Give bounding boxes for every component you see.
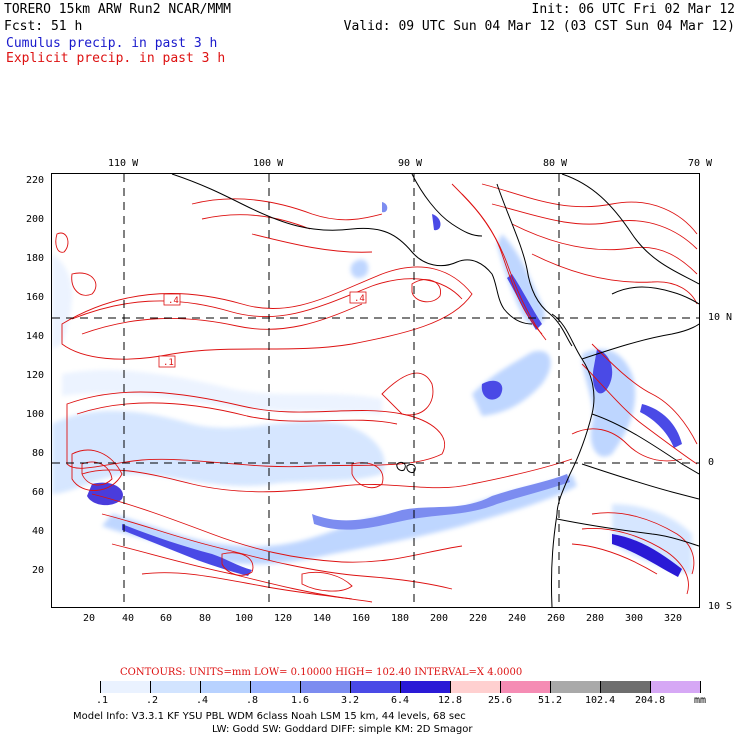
x-grid-label: 240 — [508, 613, 527, 624]
x-grid-label: 160 — [352, 613, 371, 624]
colorbar-cell — [151, 681, 201, 693]
cumulus-shading — [52, 234, 692, 574]
explicit-contours — [55, 183, 698, 603]
x-grid-label: 120 — [274, 613, 293, 624]
colorbar-cell — [101, 681, 151, 693]
colorbar-label: .2 — [146, 695, 159, 706]
init-time: Init: 06 UTC Fri 02 Mar 12 — [531, 2, 736, 17]
lat-lon-grid — [52, 174, 699, 607]
contours-info: CONTOURS: UNITS=mm LOW= 0.10000 HIGH= 10… — [120, 667, 523, 678]
coastlines — [171, 174, 699, 607]
y-grid-label: 120 — [26, 370, 45, 381]
y-grid-label: 140 — [26, 331, 45, 342]
lon-label: 90 W — [398, 158, 423, 169]
x-grid-label: 260 — [547, 613, 566, 624]
colorbar-label: 12.8 — [438, 695, 463, 706]
colorbar-cell — [451, 681, 501, 693]
valid-time: Valid: 09 UTC Sun 04 Mar 12 (03 CST Sun … — [343, 19, 735, 34]
model-title: TORERO 15km ARW Run2 NCAR/MMM — [4, 2, 231, 17]
y-grid-label: 220 — [26, 175, 45, 186]
colorbar-label: 25.6 — [488, 695, 513, 706]
lat-label: 0 — [708, 457, 715, 468]
cumulus-cores — [87, 202, 682, 577]
contour-label: .4 — [354, 294, 365, 304]
y-grid-label: 60 — [32, 487, 45, 498]
y-grid-label: 180 — [26, 253, 45, 264]
colorbar-cell — [501, 681, 551, 693]
colorbar-cell — [651, 681, 700, 693]
lon-label: 110 W — [108, 158, 139, 169]
x-grid-label: 140 — [313, 613, 332, 624]
colorbar-label: .1 — [96, 695, 109, 706]
lon-label: 80 W — [543, 158, 568, 169]
x-grid-label: 220 — [469, 613, 488, 624]
colorbar-label: .4 — [196, 695, 209, 706]
lon-label: 70 W — [688, 158, 713, 169]
colorbar-label: 102.4 — [585, 695, 616, 706]
x-grid-label: 280 — [586, 613, 605, 624]
colorbar-label: 3.2 — [341, 695, 360, 706]
x-grid-label: 100 — [235, 613, 254, 624]
y-grid-label: 80 — [32, 448, 45, 459]
x-grid-label: 60 — [160, 613, 173, 624]
colorbar-cell — [551, 681, 601, 693]
colorbar-label: .8 — [246, 695, 259, 706]
lat-label: 10 S — [708, 601, 733, 612]
colorbar-cell — [201, 681, 251, 693]
colorbar-cell — [51, 681, 101, 693]
y-grid-label: 200 — [26, 214, 45, 225]
colorbar-label: 51.2 — [538, 695, 563, 706]
x-grid-label: 180 — [391, 613, 410, 624]
x-grid-label: 300 — [625, 613, 644, 624]
y-grid-label: 160 — [26, 292, 45, 303]
contour-label: .4 — [168, 296, 179, 306]
field-cumulus: Cumulus precip. in past 3 h — [6, 36, 218, 51]
precip-map: .4 .4 .1 — [51, 173, 700, 608]
x-grid-label: 80 — [199, 613, 212, 624]
colorbar-label: 1.6 — [291, 695, 310, 706]
y-grid-label: 40 — [32, 526, 45, 537]
colorbar-label: 6.4 — [391, 695, 410, 706]
forecast-hour: Fcst: 51 h — [4, 19, 83, 34]
colorbar-cell — [251, 681, 301, 693]
x-grid-label: 20 — [83, 613, 96, 624]
contour-label: .1 — [163, 358, 174, 368]
model-physics: LW: Godd SW: Goddard DIFF: simple KM: 2D… — [212, 724, 473, 735]
colorbar-label: 204.8 — [635, 695, 666, 706]
y-grid-label: 100 — [26, 409, 45, 420]
contour-labels: .4 .4 .1 — [158, 291, 367, 368]
lat-label: 10 N — [708, 312, 733, 323]
x-grid-label: 200 — [430, 613, 449, 624]
y-grid-label: 20 — [32, 565, 45, 576]
colorbar-cell — [351, 681, 401, 693]
colorbar-cell — [301, 681, 351, 693]
colorbar-cell — [401, 681, 451, 693]
x-grid-label: 320 — [664, 613, 683, 624]
x-grid-label: 40 — [122, 613, 135, 624]
model-info: Model Info: V3.3.1 KF YSU PBL WDM 6class… — [73, 711, 466, 722]
field-explicit: Explicit precip. in past 3 h — [6, 51, 226, 66]
colorbar-cell — [601, 681, 651, 693]
colorbar-unit: mm — [694, 695, 707, 706]
lon-label: 100 W — [253, 158, 284, 169]
map-canvas: .4 .4 .1 — [52, 174, 699, 607]
